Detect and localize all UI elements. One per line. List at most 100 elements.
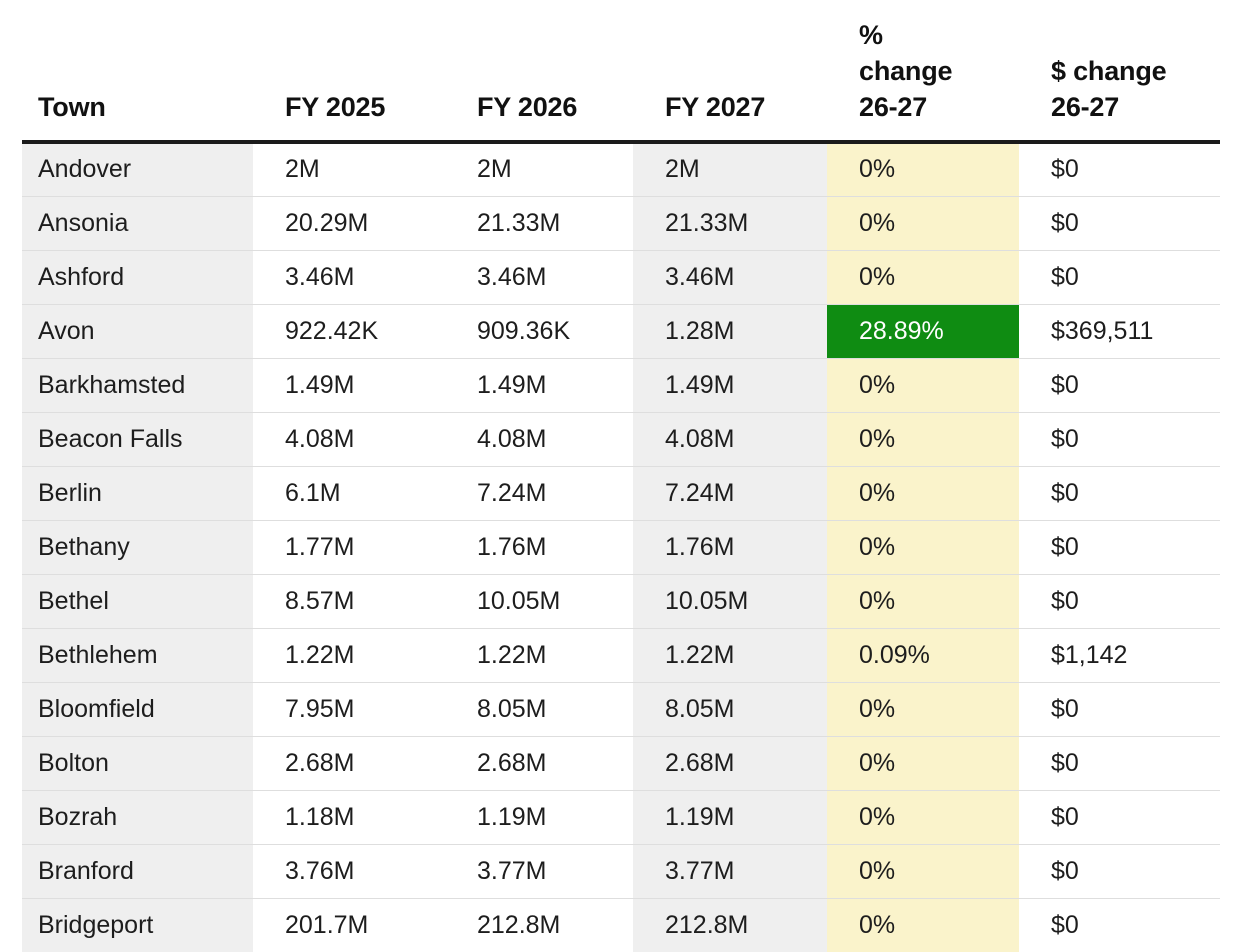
cell-fy2027: 3.46M: [633, 249, 827, 304]
cell-town: Berlin: [22, 465, 253, 520]
cell-fy2025: 20.29M: [253, 195, 445, 250]
cell-fy2026: 909.36K: [445, 303, 633, 358]
cell-fy2026: 10.05M: [445, 573, 633, 628]
table-row-avon: Avon 922.42K 909.36K 1.28M 28.89% $369,511: [22, 303, 1220, 358]
cell-usd: $0: [1019, 789, 1220, 844]
table-row-bolton: Bolton 2.68M 2.68M 2.68M 0% $0: [22, 735, 1220, 790]
cell-fy2026: 21.33M: [445, 195, 633, 250]
cell-fy2027: 1.49M: [633, 357, 827, 412]
cell-usd: $0: [1019, 142, 1220, 196]
cell-pct: 0%: [827, 897, 1019, 952]
cell-fy2026: 212.8M: [445, 897, 633, 952]
table-row-berlin: Berlin 6.1M 7.24M 7.24M 0% $0: [22, 465, 1220, 520]
cell-pct: 0%: [827, 249, 1019, 304]
cell-town: Bozrah: [22, 789, 253, 844]
cell-town: Beacon Falls: [22, 411, 253, 466]
table-row-bethel: Bethel 8.57M 10.05M 10.05M 0% $0: [22, 573, 1220, 628]
cell-fy2026: 3.46M: [445, 249, 633, 304]
header-row: Town FY 2025 FY 2026 FY 2027% change 26-27 $…: [22, 0, 1220, 144]
cell-fy2026: 3.77M: [445, 843, 633, 898]
cell-fy2026: 1.49M: [445, 357, 633, 412]
cell-fy2026: 1.22M: [445, 627, 633, 682]
cell-fy2027: 1.76M: [633, 519, 827, 574]
cell-usd: $0: [1019, 897, 1220, 952]
cell-fy2027: 1.19M: [633, 789, 827, 844]
cell-pct: 0%: [827, 411, 1019, 466]
cell-fy2027: 21.33M: [633, 195, 827, 250]
cell-town: Avon: [22, 303, 253, 358]
cell-fy2025: 3.46M: [253, 249, 445, 304]
cell-fy2025: 1.18M: [253, 789, 445, 844]
cell-fy2027: 8.05M: [633, 681, 827, 736]
cell-usd: $0: [1019, 195, 1220, 250]
cell-pct: 0%: [827, 681, 1019, 736]
cell-town: Bethel: [22, 573, 253, 628]
cell-fy2027: 10.05M: [633, 573, 827, 628]
column-header-fy2026: FY 2026: [445, 0, 633, 144]
cell-town: Bridgeport: [22, 897, 253, 952]
cell-fy2025: 201.7M: [253, 897, 445, 952]
cell-fy2025: 2.68M: [253, 735, 445, 790]
cell-usd: $0: [1019, 249, 1220, 304]
cell-fy2027: 7.24M: [633, 465, 827, 520]
table-row-ansonia: Ansonia 20.29M 21.33M 21.33M 0% $0: [22, 195, 1220, 250]
table-row-andover: Andover 2M 2M 2M 0% $0: [22, 142, 1220, 196]
cell-fy2025: 1.49M: [253, 357, 445, 412]
cell-usd: $0: [1019, 681, 1220, 736]
column-header-pct: % change 26-27: [827, 0, 1019, 144]
cell-fy2027: 2.68M: [633, 735, 827, 790]
cell-town: Andover: [22, 142, 253, 196]
column-header-fy2027: FY 2027: [633, 0, 827, 144]
cell-usd: $369,511: [1019, 303, 1220, 358]
table-row-ashford: Ashford 3.46M 3.46M 3.46M 0% $0: [22, 249, 1220, 304]
table-row-bloomfield: Bloomfield 7.95M 8.05M 8.05M 0% $0: [22, 681, 1220, 736]
table-row-bozrah: Bozrah 1.18M 1.19M 1.19M 0% $0: [22, 789, 1220, 844]
cell-fy2025: 7.95M: [253, 681, 445, 736]
cell-fy2027: 3.77M: [633, 843, 827, 898]
column-header-fy2025: FY 2025: [253, 0, 445, 144]
cell-pct: 0%: [827, 465, 1019, 520]
cell-town: Bethany: [22, 519, 253, 574]
cell-fy2025: 4.08M: [253, 411, 445, 466]
cell-pct: 0%: [827, 789, 1019, 844]
cell-fy2026: 1.76M: [445, 519, 633, 574]
cell-fy2026: 8.05M: [445, 681, 633, 736]
cell-fy2026: 7.24M: [445, 465, 633, 520]
cell-fy2026: 2.68M: [445, 735, 633, 790]
cell-fy2025: 1.22M: [253, 627, 445, 682]
table-row-bridgeport: Bridgeport 201.7M 212.8M 212.8M 0% $0: [22, 897, 1220, 952]
cell-town: Bethlehem: [22, 627, 253, 682]
cell-fy2027: 2M: [633, 142, 827, 196]
cell-pct: 0%: [827, 573, 1019, 628]
cell-pct: 0.09%: [827, 627, 1019, 682]
cell-usd: $1,142: [1019, 627, 1220, 682]
cell-pct: 0%: [827, 843, 1019, 898]
table-row-barkhamsted: Barkhamsted 1.49M 1.49M 1.49M 0% $0: [22, 357, 1220, 412]
cell-fy2025: 922.42K: [253, 303, 445, 358]
cell-fy2025: 8.57M: [253, 573, 445, 628]
cell-town: Barkhamsted: [22, 357, 253, 412]
cell-pct: 0%: [827, 735, 1019, 790]
cell-usd: $0: [1019, 843, 1220, 898]
table-row-bethlehem: Bethlehem 1.22M 1.22M 1.22M 0.09% $1,142: [22, 627, 1220, 682]
cell-fy2026: 4.08M: [445, 411, 633, 466]
cell-town: Bolton: [22, 735, 253, 790]
column-header-usd: $ change 26-27: [1019, 0, 1220, 144]
table-row-branford: Branford 3.76M 3.77M 3.77M 0% $0: [22, 843, 1220, 898]
cell-usd: $0: [1019, 411, 1220, 466]
table-row-beacon-falls: Beacon Falls 4.08M 4.08M 4.08M 0% $0: [22, 411, 1220, 466]
cell-pct: 28.89%: [827, 303, 1019, 358]
table-body: Andover 2M 2M 2M 0% $0 Ansonia 20.29M 21.33M 21.3…: [22, 142, 1220, 952]
cell-pct: 0%: [827, 142, 1019, 196]
cell-fy2025: 1.77M: [253, 519, 445, 574]
cell-usd: $0: [1019, 357, 1220, 412]
cell-fy2026: 2M: [445, 142, 633, 196]
cell-fy2027: 1.22M: [633, 627, 827, 682]
cell-town: Ashford: [22, 249, 253, 304]
cell-pct: 0%: [827, 357, 1019, 412]
column-header-town: Town: [22, 0, 253, 144]
cell-usd: $0: [1019, 573, 1220, 628]
cell-fy2025: 2M: [253, 142, 445, 196]
cell-usd: $0: [1019, 465, 1220, 520]
